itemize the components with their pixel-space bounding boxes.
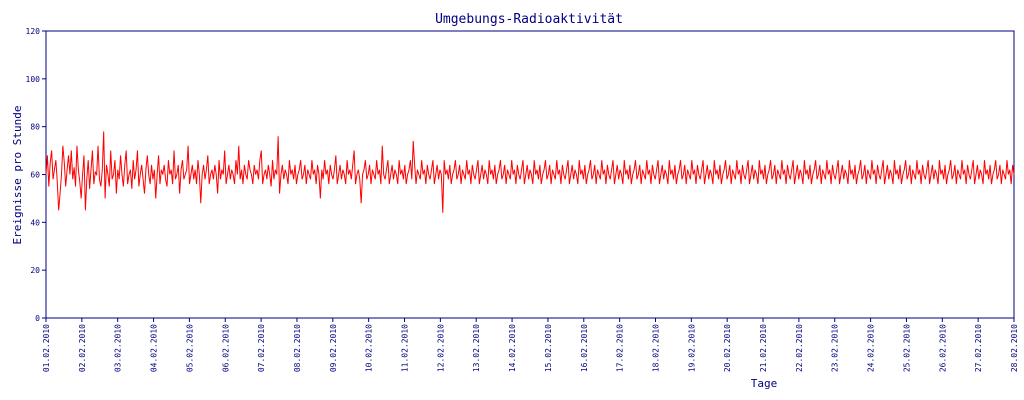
x-axis-label: Tage <box>751 377 778 390</box>
x-tick-label: 06.02.2010 <box>221 324 230 372</box>
x-axis: 01.02.2010 02.02.2010 03.02.2010 04.02.2010… <box>42 318 1019 372</box>
x-tick-label: 18.02.2010 <box>651 324 660 372</box>
y-tick-label: 20 <box>30 266 40 275</box>
x-tick-label: 08.02.2010 <box>293 324 302 372</box>
x-tick-label: 14.02.2010 <box>508 324 517 372</box>
x-tick-label: 19.02.2010 <box>687 324 696 372</box>
chart-title: Umgebungs-Radioaktivität <box>435 12 623 27</box>
x-tick-label: 22.02.2010 <box>795 324 804 372</box>
x-tick-label: 21.02.2010 <box>759 324 768 372</box>
y-tick-label: 60 <box>30 171 40 180</box>
y-tick-label: 80 <box>30 123 40 132</box>
x-tick-label: 23.02.2010 <box>831 324 840 372</box>
x-tick-label: 07.02.2010 <box>257 324 266 372</box>
x-tick-label: 15.02.2010 <box>544 324 553 372</box>
x-tick-label: 09.02.2010 <box>329 324 338 372</box>
x-tick-label: 26.02.2010 <box>938 324 947 372</box>
x-tick-label: 05.02.2010 <box>185 324 194 372</box>
x-tick-label: 10.02.2010 <box>365 324 374 372</box>
x-tick-label: 01.02.2010 <box>42 324 51 372</box>
x-tick-label: 12.02.2010 <box>436 324 445 372</box>
x-tick-label: 16.02.2010 <box>580 324 589 372</box>
y-tick-label: 120 <box>26 27 41 36</box>
x-tick-label: 28.02.2010 <box>1010 324 1019 372</box>
x-tick-label: 02.02.2010 <box>78 324 87 372</box>
y-tick-label: 40 <box>30 218 40 227</box>
x-tick-label: 04.02.2010 <box>150 324 159 372</box>
y-tick-label: 0 <box>35 314 40 323</box>
x-tick-label: 11.02.2010 <box>401 324 410 372</box>
series-line <box>45 131 1015 213</box>
x-tick-label: 03.02.2010 <box>114 324 123 372</box>
x-tick-label: 27.02.2010 <box>974 324 983 372</box>
x-tick-label: 20.02.2010 <box>723 324 732 372</box>
x-tick-label: 17.02.2010 <box>616 324 625 372</box>
x-tick-label: 25.02.2010 <box>902 324 911 372</box>
y-axis-label: Ereignisse pro Stunde <box>11 105 24 244</box>
y-axis: 0 20 40 60 80 100 120 <box>26 27 46 323</box>
y-tick-label: 100 <box>26 75 41 84</box>
x-tick-label: 24.02.2010 <box>867 324 876 372</box>
x-tick-label: 13.02.2010 <box>472 324 481 372</box>
